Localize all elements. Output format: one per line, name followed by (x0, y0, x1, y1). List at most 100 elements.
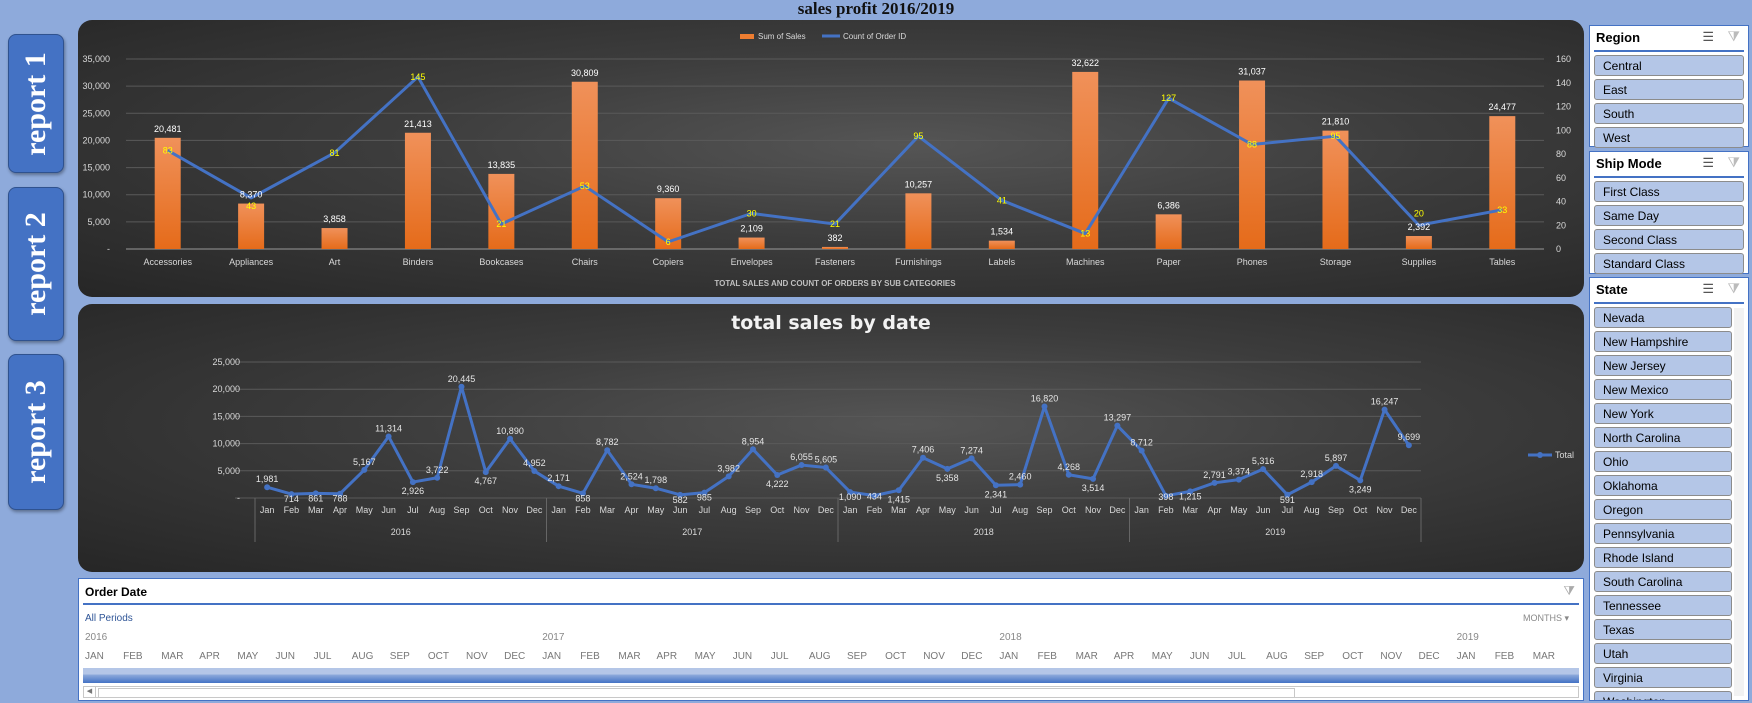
timeline-month[interactable]: AUG (351, 651, 374, 662)
slicer-item[interactable]: Second Class (1594, 229, 1744, 250)
count-data-label: 33 (1497, 205, 1507, 215)
timeline-month[interactable]: JUN (732, 651, 753, 662)
slicer-item[interactable]: South (1594, 103, 1744, 124)
timeline-month[interactable]: APR (1113, 651, 1135, 662)
state-scrollbar[interactable] (1734, 308, 1744, 696)
data-label: 7,406 (912, 445, 935, 455)
slicer-item[interactable]: Oklahoma (1594, 475, 1732, 496)
timeline-month[interactable]: SEP (1304, 651, 1325, 662)
timeline-month[interactable]: MAR (1532, 651, 1556, 662)
data-label: 434 (867, 492, 882, 502)
slicer-item[interactable]: New Mexico (1594, 379, 1732, 400)
timeline-month[interactable]: MAR (1075, 651, 1098, 662)
data-point (555, 483, 562, 490)
clear-filter-icon[interactable]: ⧩ (1727, 28, 1741, 44)
timeline-period-bar[interactable] (83, 668, 1579, 683)
timeline-month[interactable]: APR (656, 651, 678, 662)
timeline-month[interactable]: JUL (770, 651, 789, 662)
slicer-item[interactable]: First Class (1594, 181, 1744, 202)
month-label: Aug (1012, 505, 1028, 515)
multi-select-icon[interactable]: ☰ (1702, 29, 1714, 44)
month-label: Dec (818, 505, 835, 515)
slicer-item[interactable]: South Carolina (1594, 571, 1732, 592)
timeline-month[interactable]: SEP (847, 651, 868, 662)
clear-filter-icon[interactable]: ⧩ (1563, 583, 1575, 598)
timeline-month[interactable]: NOV (466, 651, 488, 662)
timeline-month[interactable]: FEB (580, 651, 600, 662)
scroll-thumb[interactable] (98, 688, 1295, 698)
timeline-month[interactable]: OCT (427, 651, 449, 662)
slicer-item[interactable]: Tennessee (1594, 595, 1732, 616)
data-point (871, 492, 878, 499)
timeline-month[interactable]: MAY (694, 651, 716, 662)
timeline-month[interactable]: OCT (1342, 651, 1364, 662)
slicer-item[interactable]: Utah (1594, 643, 1732, 664)
slicer-item[interactable]: East (1594, 79, 1744, 100)
timeline-month[interactable]: JUL (1228, 651, 1246, 662)
sales-bar (1489, 116, 1516, 250)
timeline-month[interactable]: JUN (275, 651, 295, 662)
slicer-item[interactable]: Ohio (1594, 451, 1732, 472)
report-2-button[interactable]: report 2 (8, 187, 64, 341)
count-data-label: 6 (666, 237, 671, 247)
multi-select-icon[interactable]: ☰ (1702, 155, 1714, 170)
slicer-item[interactable]: West (1594, 127, 1744, 148)
timeline-month[interactable]: DEC (1418, 651, 1440, 662)
timeline-title: Order Date (85, 585, 148, 599)
category-label: Paper (1157, 257, 1181, 267)
timeline-month[interactable]: JAN (542, 651, 562, 662)
timeline-month[interactable]: AUG (1266, 651, 1288, 662)
slicer-item[interactable]: Pennsylvania (1594, 523, 1732, 544)
timeline-level-dropdown[interactable]: MONTHS ▾ (1523, 613, 1569, 624)
month-label: Feb (575, 505, 591, 515)
scroll-left-icon[interactable]: ◀ (84, 687, 96, 697)
y-axis-tick: 20,000 (212, 384, 240, 394)
timeline-month[interactable]: DEC (961, 651, 983, 662)
slicer-item[interactable]: New York (1594, 403, 1732, 424)
slicer-item[interactable]: North Carolina (1594, 427, 1732, 448)
timeline-month[interactable]: JAN (999, 651, 1019, 662)
report-3-button[interactable]: report 3 (8, 354, 64, 510)
timeline-month[interactable]: FEB (123, 651, 143, 662)
legend-count-label: Count of Order ID (843, 32, 906, 41)
month-label: Feb (867, 505, 883, 515)
slicer-item[interactable]: Standard Class (1594, 253, 1744, 274)
total-sales-line (266, 385, 1411, 498)
timeline-month[interactable]: SEP (389, 651, 410, 662)
timeline-month[interactable]: OCT (885, 651, 907, 662)
timeline-month[interactable]: NOV (1380, 651, 1403, 662)
timeline-month[interactable]: DEC (504, 651, 526, 662)
timeline-month[interactable]: MAY (237, 651, 259, 662)
order-date-timeline[interactable]: Order Date ⧩ All Periods MONTHS ▾ 2016 JA… (78, 578, 1584, 701)
month-label: Sep (453, 505, 469, 515)
slicer-item[interactable]: Rhode Island (1594, 547, 1732, 568)
slicer-item[interactable]: Texas (1594, 619, 1732, 640)
slicer-item[interactable]: Nevada (1594, 307, 1732, 328)
timeline-month[interactable]: MAY (1151, 651, 1173, 662)
slicer-item[interactable]: Same Day (1594, 205, 1744, 226)
timeline-month[interactable]: MAR (618, 651, 641, 662)
timeline-month[interactable]: AUG (808, 651, 831, 662)
month-label: Jan (260, 505, 275, 515)
timeline-month[interactable]: JUL (313, 651, 332, 662)
timeline-month[interactable]: MAR (161, 651, 184, 662)
clear-filter-icon[interactable]: ⧩ (1727, 154, 1741, 170)
right-axis-tick: 120 (1556, 102, 1571, 112)
timeline-month[interactable]: JAN (85, 651, 104, 662)
timeline-month[interactable]: NOV (923, 651, 945, 662)
timeline-month[interactable]: APR (199, 651, 220, 662)
slicer-item[interactable]: Virginia (1594, 667, 1732, 688)
timeline-month[interactable]: JAN (1456, 651, 1476, 662)
slicer-item[interactable]: Washington (1594, 691, 1732, 700)
slicer-item[interactable]: New Hampshire (1594, 331, 1732, 352)
slicer-item[interactable]: Oregon (1594, 499, 1732, 520)
timeline-month[interactable]: JUN (1189, 651, 1210, 662)
timeline-scrollbar[interactable]: ◀ (83, 686, 1579, 698)
slicer-item[interactable]: New Jersey (1594, 355, 1732, 376)
timeline-month[interactable]: FEB (1494, 651, 1515, 662)
clear-filter-icon[interactable]: ⧩ (1727, 280, 1741, 296)
report-1-button[interactable]: report 1 (8, 34, 64, 173)
multi-select-icon[interactable]: ☰ (1702, 281, 1714, 296)
timeline-month[interactable]: FEB (1037, 651, 1057, 662)
slicer-item[interactable]: Central (1594, 55, 1744, 76)
